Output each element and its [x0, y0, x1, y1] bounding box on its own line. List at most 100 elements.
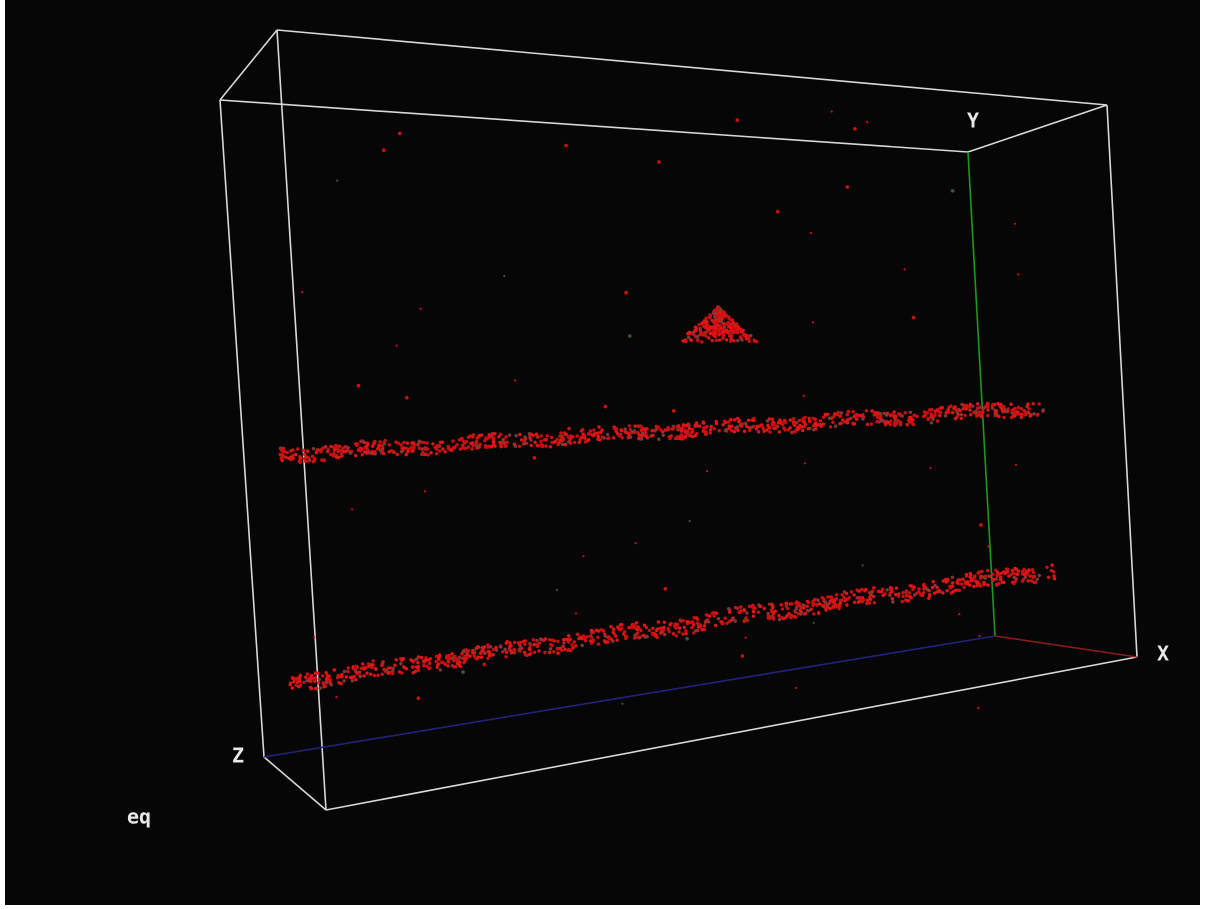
atom [951, 189, 955, 193]
atom [960, 417, 963, 420]
atom [742, 333, 745, 336]
atom [472, 433, 475, 436]
atom [1032, 402, 1035, 405]
atom [309, 686, 312, 689]
atom [455, 443, 458, 446]
atom [917, 587, 920, 590]
atom [757, 430, 760, 433]
atom [715, 422, 718, 425]
atom [741, 654, 745, 658]
atom [306, 672, 309, 675]
atom [435, 447, 438, 450]
atom [798, 424, 801, 427]
atom [607, 635, 610, 638]
atom [863, 589, 866, 592]
atom [721, 622, 724, 625]
atom [801, 417, 804, 420]
atom [393, 664, 396, 667]
atom [694, 629, 697, 632]
atom [429, 451, 432, 454]
atom [322, 685, 325, 688]
atom [621, 436, 624, 439]
atom [444, 450, 447, 453]
atom [317, 681, 320, 684]
atom [512, 648, 515, 651]
atom [315, 451, 318, 454]
atom [556, 589, 558, 591]
atom [691, 428, 694, 431]
z-axis-label: Z [232, 744, 244, 768]
atom [382, 148, 386, 152]
atom [461, 670, 465, 674]
atom [411, 665, 414, 668]
atom [709, 431, 712, 434]
atom [329, 445, 332, 448]
atom [873, 601, 876, 604]
atom [799, 606, 802, 609]
atom [727, 607, 730, 610]
atom [905, 594, 908, 597]
atom [965, 573, 968, 576]
atom [1027, 569, 1030, 572]
atom [475, 444, 478, 447]
atom [812, 603, 815, 606]
atom [361, 662, 364, 665]
atom [706, 470, 708, 472]
atom [504, 435, 507, 438]
atom [359, 449, 362, 452]
atom [614, 635, 617, 638]
atom [284, 455, 287, 458]
atom [458, 664, 461, 667]
atom [853, 127, 857, 131]
atom [439, 668, 442, 671]
atom [962, 407, 965, 410]
atom [549, 643, 552, 646]
atom [390, 449, 393, 452]
atom [523, 643, 526, 646]
atom [922, 587, 925, 590]
atom [704, 320, 707, 323]
atom [316, 671, 319, 674]
atom [948, 585, 951, 588]
atom [346, 670, 349, 673]
atom [582, 555, 584, 557]
atom [352, 665, 355, 668]
atom [324, 445, 327, 448]
atom [417, 696, 421, 700]
atom [558, 435, 561, 438]
atom [852, 593, 855, 596]
atom [488, 433, 491, 436]
atom [749, 334, 752, 337]
atom [1042, 408, 1045, 411]
atom [1017, 569, 1020, 572]
atom [705, 613, 708, 616]
atom [1051, 563, 1054, 566]
atom [391, 672, 394, 675]
atom [535, 639, 538, 642]
atom [720, 320, 723, 323]
atom [1013, 567, 1016, 570]
atom [361, 440, 364, 443]
atom [979, 584, 982, 587]
atom [467, 435, 470, 438]
atom [776, 425, 779, 428]
atom [942, 579, 945, 582]
atom [409, 658, 412, 661]
atom [566, 638, 569, 641]
atom [672, 632, 675, 635]
atom [478, 434, 481, 437]
atom [893, 424, 896, 427]
atom [573, 441, 576, 444]
atom [913, 414, 916, 417]
atom [535, 433, 538, 436]
atom [709, 325, 712, 328]
atom [682, 423, 685, 426]
atom [958, 589, 961, 592]
atom [398, 132, 402, 136]
atom [679, 618, 682, 621]
atom [713, 322, 716, 325]
atom [693, 616, 696, 619]
atom [553, 639, 556, 642]
atom [804, 423, 807, 426]
atom [774, 610, 777, 613]
